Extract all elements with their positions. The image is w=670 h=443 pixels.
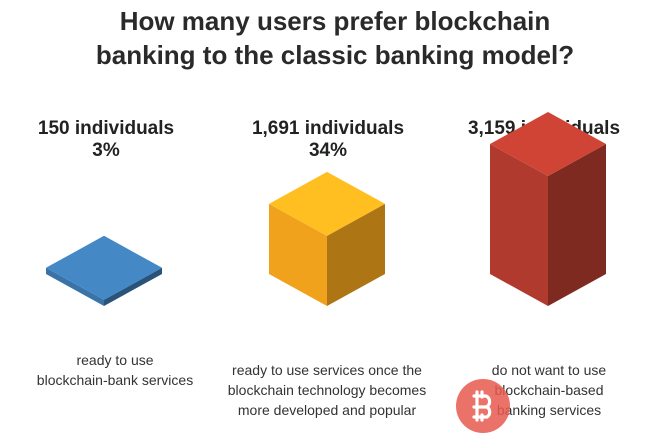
bar-3-top-face xyxy=(490,112,606,176)
bar-description-2-line-1: ready to use services once the xyxy=(232,362,422,378)
stat-group-1: 150 individuals 3% xyxy=(6,118,206,162)
bar-description-2: ready to use services once the blockchai… xyxy=(212,360,442,420)
bar-3-left-face xyxy=(490,144,548,306)
bar-1-right-face xyxy=(104,267,162,306)
bar-description-1: ready to use blockchain-bank services xyxy=(0,350,230,390)
bar-1 xyxy=(46,235,162,306)
bar-description-1-line-1: ready to use xyxy=(76,352,154,368)
stat-group-2: 1,691 individuals 34% xyxy=(228,118,428,162)
bar-3 xyxy=(490,112,606,306)
chart-title-line-1: How many users prefer blockchain xyxy=(119,6,551,36)
bar-2 xyxy=(269,171,385,306)
bar-description-3-line-1: do not want to use xyxy=(491,362,607,378)
bitcoin-icon xyxy=(456,379,510,433)
bar-description-1-line-2: blockchain-bank services xyxy=(36,372,194,388)
bar-description-2-line-3: more developed and popular xyxy=(237,402,417,418)
bar-description-3-line-3: banking services xyxy=(496,402,602,418)
count-label-2: 1,691 individuals xyxy=(251,118,405,139)
bar-3-right-face xyxy=(548,144,606,306)
bar-2-right-face xyxy=(327,203,385,306)
bar-1-top-face xyxy=(46,235,162,300)
bar-2-left-face xyxy=(269,203,327,306)
bar-1-left-face xyxy=(46,267,104,306)
count-label-1: 150 individuals xyxy=(37,118,175,139)
chart-title: How many users prefer blockchain banking… xyxy=(0,4,670,72)
bar-description-3: do not want to use blockchain-based bank… xyxy=(434,360,664,420)
percent-label-1: 3% xyxy=(92,140,120,161)
bar-description-3-line-2: blockchain-based xyxy=(494,382,604,398)
percent-label-2: 34% xyxy=(308,140,348,161)
chart-title-line-2: banking to the classic banking model? xyxy=(95,40,575,70)
bar-2-top-face xyxy=(269,171,385,236)
bar-description-2-line-2: blockchain technology becomes xyxy=(227,382,427,398)
